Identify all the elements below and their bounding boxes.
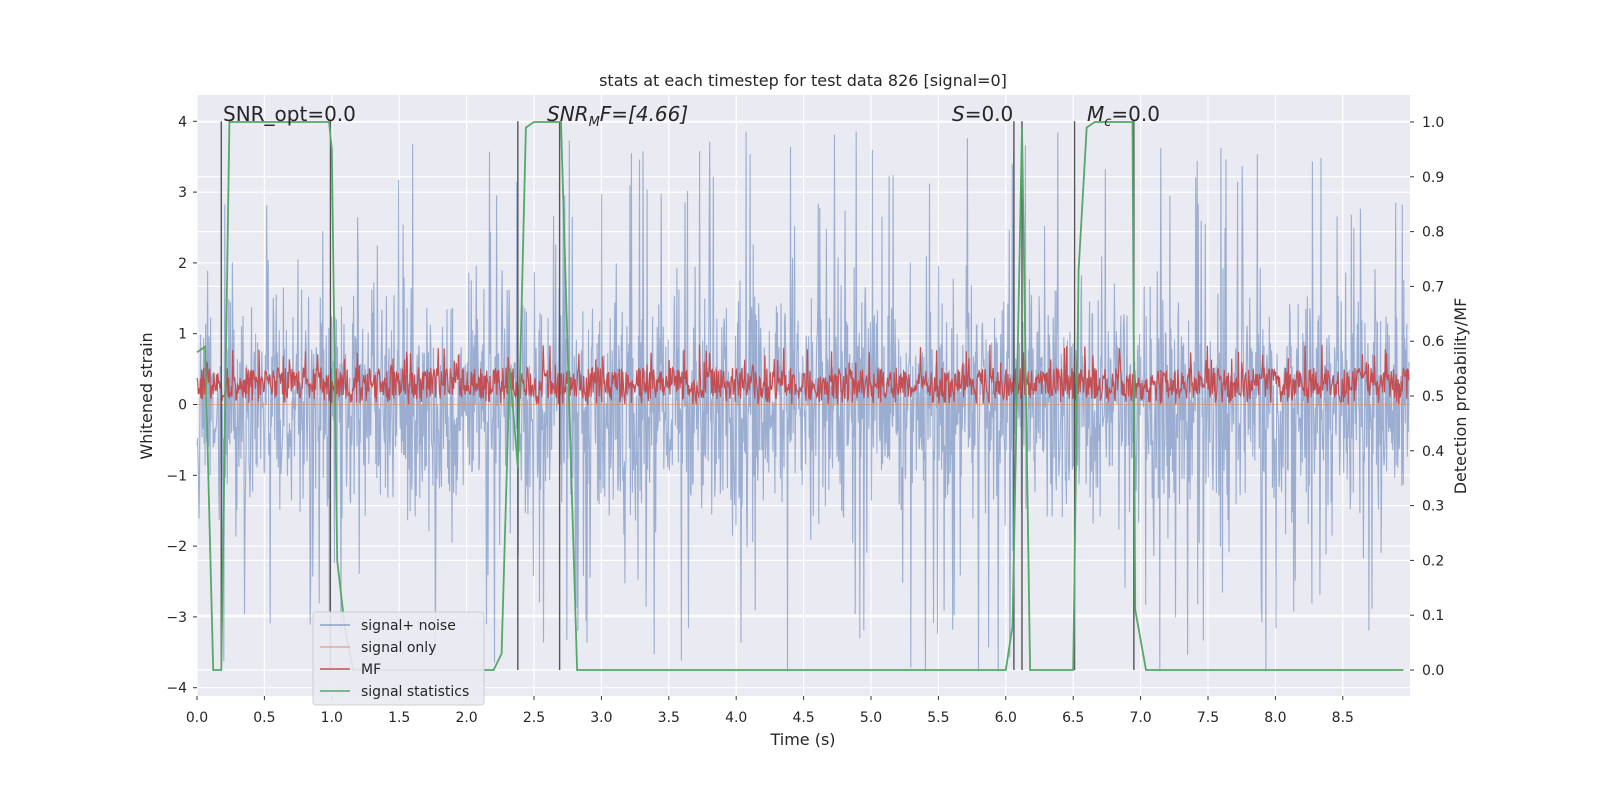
y-tick-label-left: 2 — [178, 256, 187, 272]
signal-noise-line — [196, 131, 1410, 672]
chart-title: stats at each timestep for test data 826… — [599, 71, 1007, 90]
x-tick-label: 6.5 — [1062, 710, 1084, 726]
x-tick-label: 0.5 — [253, 710, 275, 726]
annotation-s-rest: =0.0 — [965, 102, 1014, 126]
legend-label-signal-statistics: signal statistics — [361, 684, 469, 700]
annotation-snr-mf-main: SNR — [547, 102, 589, 126]
tick-labels: 0.0 0.5 1.0 1.5 2.0 2.5 3.0 3.5 4.0 4.5 5.0 5.5 6.0 6… — [166, 114, 1444, 726]
y-tick-label-left: −4 — [166, 681, 187, 697]
x-tick-label: 5.5 — [927, 710, 949, 726]
x-tick-label: 5.0 — [860, 710, 882, 726]
y-tick-label-left: −3 — [166, 610, 187, 626]
y-tick-label-left: 1 — [178, 327, 187, 343]
series-signal-statistics — [196, 121, 1404, 671]
annotation-snr-mf: SNRMF=[4.66] — [547, 102, 688, 130]
annotation-snr-opt: SNR_opt=0.0 — [223, 102, 356, 126]
legend: signal+ noise signal only MF signal stat… — [312, 611, 485, 706]
x-tick-label: 4.5 — [792, 710, 814, 726]
signal-statistics-line — [196, 121, 1404, 671]
annotation-mc: Mc=0.0 — [1087, 102, 1160, 130]
annotation-mc-sub: c — [1104, 115, 1111, 130]
y-tick-label-right: 0.7 — [1422, 279, 1444, 295]
y-axis-label-left: Whitened strain — [137, 332, 156, 459]
annotation-s: S=0.0 — [952, 102, 1013, 126]
y-tick-label-left: 4 — [178, 114, 187, 130]
y-tick-label-right: 0.8 — [1422, 225, 1444, 241]
y-axis-label-right: Detection probability/MF — [1451, 298, 1470, 495]
x-tick-label: 2.5 — [523, 710, 545, 726]
y-tick-label-right: 0.4 — [1422, 444, 1444, 460]
series-signal-noise — [196, 131, 1410, 672]
x-tick-label: 3.5 — [658, 710, 680, 726]
x-tick-label: 1.5 — [388, 710, 410, 726]
annotation-snr-mf-rest: F=[4.66] — [600, 102, 688, 126]
y-tick-label-left: 3 — [178, 185, 187, 201]
x-tick-label: 3.0 — [590, 710, 612, 726]
y-tick-label-right: 0.0 — [1422, 663, 1444, 679]
legend-label-signal-noise: signal+ noise — [361, 618, 456, 634]
x-tick-label: 8.5 — [1332, 710, 1354, 726]
x-tick-label: 7.5 — [1197, 710, 1219, 726]
y-tick-label-left: −2 — [166, 539, 187, 555]
mf-line — [196, 344, 1410, 405]
series-mf — [196, 344, 1410, 405]
y-tick-label-right: 0.1 — [1422, 608, 1444, 624]
x-tick-label: 7.0 — [1129, 710, 1151, 726]
y-tick-label-left: 0 — [178, 398, 187, 414]
x-tick-label: 1.0 — [321, 710, 343, 726]
x-tick-label: 6.0 — [995, 710, 1017, 726]
x-tick-label: 8.0 — [1264, 710, 1286, 726]
x-axis-label: Time (s) — [769, 730, 835, 749]
x-tick-label: 2.0 — [455, 710, 477, 726]
y-tick-label-right: 0.3 — [1422, 499, 1444, 515]
annotation-s-main: S — [952, 102, 965, 126]
legend-label-signal-only: signal only — [361, 640, 436, 656]
x-tick-label: 4.0 — [725, 710, 747, 726]
y-tick-label-right: 0.9 — [1422, 170, 1444, 186]
y-tick-label-left: −1 — [166, 468, 187, 484]
annotation-mc-main: M — [1087, 102, 1104, 126]
x-tick-label: 0.0 — [186, 710, 208, 726]
annotation-snr-mf-sub: M — [589, 115, 600, 130]
legend-box — [312, 611, 485, 706]
annotation-mc-rest: =0.0 — [1111, 102, 1160, 126]
y-tick-label-right: 0.6 — [1422, 334, 1444, 350]
y-tick-label-right: 1.0 — [1422, 115, 1444, 131]
y-tick-label-right: 0.2 — [1422, 553, 1444, 569]
legend-label-mf: MF — [361, 662, 381, 678]
y-tick-label-right: 0.5 — [1422, 389, 1444, 405]
